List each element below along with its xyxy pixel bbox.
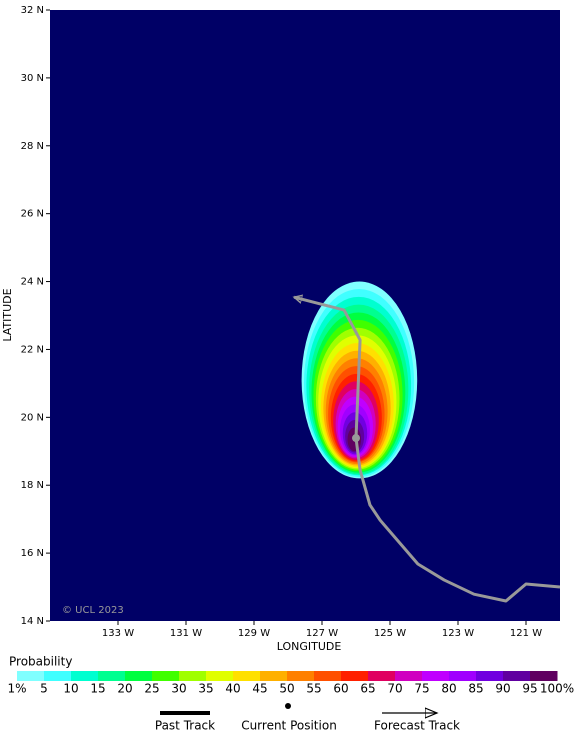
colorbar-label: 85 [468, 682, 483, 696]
colorbar-swatch [260, 671, 288, 681]
colorbar-swatch [17, 671, 45, 681]
colorbar-label: 10 [63, 682, 78, 696]
legend-label: Past Track [155, 719, 215, 733]
y-tick-label: 28 N [21, 141, 44, 152]
colorbar-swatch [395, 671, 423, 681]
y-tick-label: 20 N [21, 412, 44, 423]
colorbar-swatch [314, 671, 342, 681]
credit: © UCL 2023 [62, 605, 124, 616]
colorbar-swatch [503, 671, 531, 681]
y-tick-label: 30 N [21, 73, 44, 84]
colorbar-swatch [368, 671, 396, 681]
colorbar-label: 1% [7, 682, 26, 696]
x-axis-label: LONGITUDE [277, 640, 342, 653]
colorbar-swatch [206, 671, 234, 681]
colorbar-swatch [341, 671, 369, 681]
y-tick-label: 22 N [21, 344, 44, 355]
colorbar-swatch [233, 671, 261, 681]
forecast-track [294, 297, 362, 439]
colorbar-label: 80 [441, 682, 456, 696]
colorbar-swatch [152, 671, 180, 681]
y-tick-label: 24 N [21, 277, 44, 288]
colorbar-label: 30 [171, 682, 186, 696]
colorbar-label: 95 [522, 682, 537, 696]
colorbar-swatch [98, 671, 126, 681]
x-tick-label: 133 W [102, 628, 134, 639]
colorbar-label: 70 [387, 682, 402, 696]
y-tick-label: 32 N [21, 5, 44, 16]
past-track [354, 437, 560, 603]
current-position [352, 434, 360, 443]
x-tick-label: 121 W [510, 628, 542, 639]
current-position-key [285, 703, 291, 709]
plot-area [50, 10, 560, 621]
colorbar-swatch [287, 671, 315, 681]
colorbar-swatch [179, 671, 207, 681]
x-tick-label: 129 W [238, 628, 270, 639]
y-axis-label: LATITUDE [1, 288, 14, 341]
colorbar-label: 20 [117, 682, 132, 696]
colorbar-label: 45 [252, 682, 267, 696]
y-tick-label: 26 N [21, 209, 44, 220]
colorbar-label: 75 [414, 682, 429, 696]
y-tick-label: 16 N [21, 548, 44, 559]
colorbar-swatch [125, 671, 153, 681]
colorbar-label: 40 [225, 682, 240, 696]
colorbar-label: 55 [306, 682, 321, 696]
colorbar-label: 50 [279, 682, 294, 696]
colorbar-label: 15 [90, 682, 105, 696]
x-tick-label: 127 W [306, 628, 338, 639]
colorbar-swatch [476, 671, 504, 681]
colorbar-label: 65 [360, 682, 375, 696]
colorbar-swatch [71, 671, 99, 681]
map-background [50, 10, 560, 621]
colorbar-label: 5 [40, 682, 48, 696]
colorbar-label: 60 [333, 682, 348, 696]
colorbar-swatch [530, 671, 558, 681]
x-tick-label: 123 W [442, 628, 474, 639]
x-tick-label: 125 W [374, 628, 406, 639]
y-tick-label: 18 N [21, 480, 44, 491]
colorbar-title: Probability [9, 655, 72, 669]
colorbar-label: 25 [144, 682, 159, 696]
legend-label: Current Position [241, 719, 337, 733]
legend-label: Forecast Track [374, 719, 460, 733]
colorbar-label: 100% [540, 682, 574, 696]
colorbar-swatch [449, 671, 477, 681]
colorbar-swatch [422, 671, 450, 681]
y-tick-label: 14 N [21, 616, 44, 627]
colorbar-swatch [44, 671, 72, 681]
colorbar-label: 90 [495, 682, 510, 696]
x-tick-label: 131 W [170, 628, 202, 639]
colorbar-label: 35 [198, 682, 213, 696]
